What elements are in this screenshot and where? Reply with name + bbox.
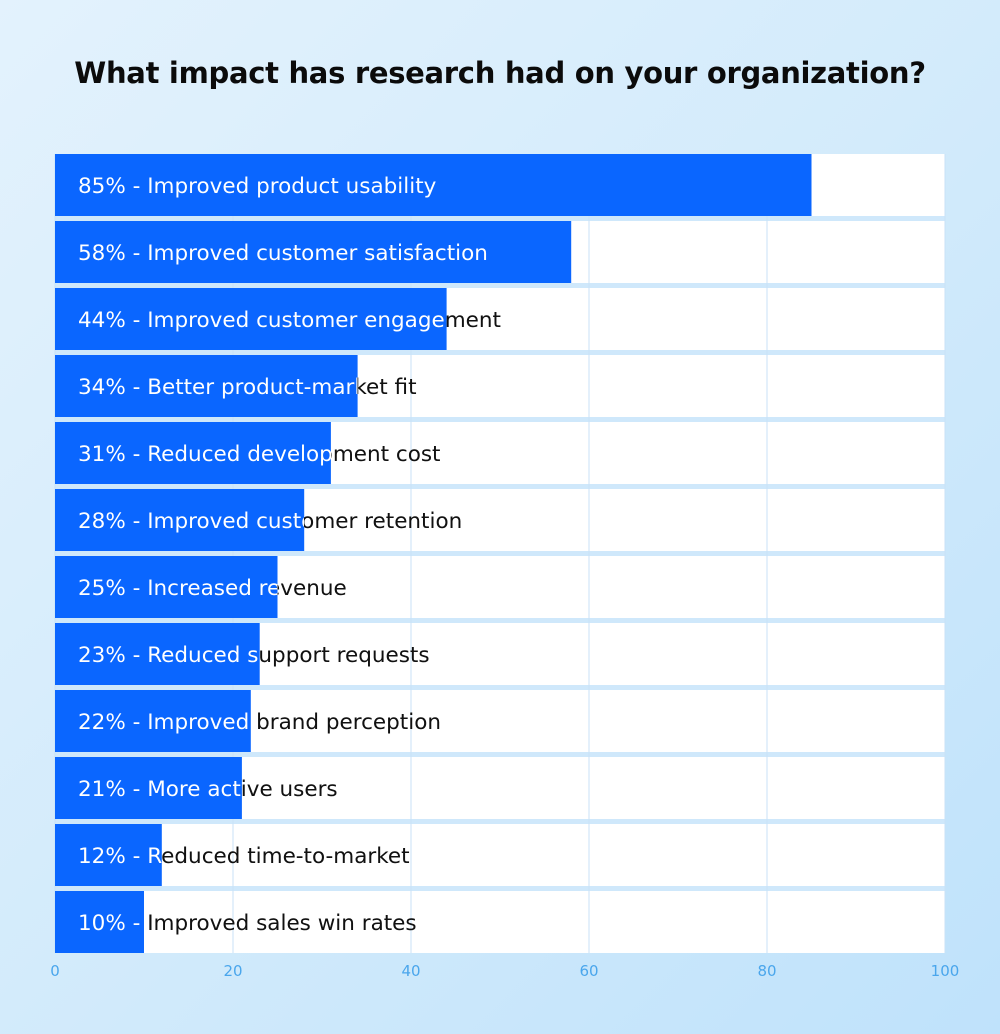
x-tick-label: 40 — [401, 962, 420, 980]
bar-label: 10% - Improved sales win rates — [78, 911, 417, 936]
bar — [55, 824, 162, 886]
x-tick-label: 20 — [223, 962, 242, 980]
bar — [55, 757, 242, 819]
bar-label: 25% - Increased revenue — [78, 576, 347, 601]
x-tick-label: 60 — [579, 962, 598, 980]
bar — [55, 422, 331, 484]
plot-background — [55, 154, 945, 953]
x-tick-label: 100 — [931, 962, 960, 980]
bar — [55, 355, 358, 417]
bar-label: 44% - Improved customer engagement — [78, 308, 501, 333]
bar — [55, 288, 447, 350]
bar-label: 22% - Improved brand perception — [78, 710, 441, 735]
bar-label: 23% - Reduced support requests — [78, 643, 430, 668]
bar — [55, 623, 260, 685]
bar-label: 12% - Reduced time-to-market — [78, 844, 410, 869]
bar — [55, 489, 305, 551]
bar — [55, 221, 572, 283]
bar-label: 21% - More active users — [78, 777, 338, 802]
bar-label: 28% - Improved customer retention — [78, 509, 462, 534]
bar-label: 85% - Improved product usability — [78, 174, 437, 199]
bar — [55, 891, 144, 953]
row-background — [55, 824, 945, 886]
bar-label: 34% - Better product-market fit — [78, 375, 417, 400]
bar — [55, 154, 812, 216]
bar — [55, 690, 251, 752]
bar — [55, 556, 278, 618]
row-background — [55, 891, 945, 953]
x-tick-label: 80 — [757, 962, 776, 980]
chart-title: What impact has research had on your org… — [74, 56, 926, 90]
x-tick-label: 0 — [50, 962, 60, 980]
bar-label: 31% - Reduced development cost — [78, 442, 441, 467]
bar-label: 58% - Improved customer satisfaction — [78, 241, 488, 266]
